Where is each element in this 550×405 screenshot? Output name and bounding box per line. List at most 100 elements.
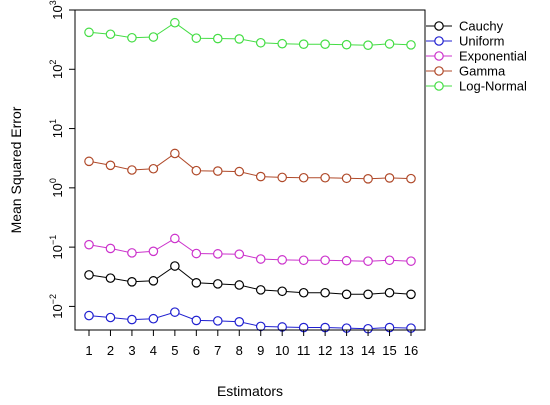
point-exponential (363, 256, 373, 266)
point-cauchy (320, 287, 330, 298)
point-gamma (406, 173, 416, 184)
point-uniform (191, 315, 202, 326)
point-log-normal (341, 39, 352, 50)
point-gamma (277, 172, 287, 183)
point-gamma (384, 173, 395, 183)
point-exponential (170, 233, 180, 244)
point-log-normal (298, 39, 309, 49)
point-cauchy (84, 270, 94, 280)
point-gamma (234, 166, 245, 177)
legend-item-exponential: Exponential (426, 49, 527, 64)
y-tick-label: 101 (48, 119, 65, 138)
point-uniform (127, 314, 137, 325)
x-tick-label: 5 (171, 343, 178, 358)
legend-item-gamma: Gamma (426, 64, 506, 79)
point-exponential (191, 248, 202, 259)
series-line-cauchy (88, 265, 412, 295)
point-exponential (320, 255, 330, 266)
point-log-normal (255, 37, 266, 48)
point-uniform (170, 307, 180, 317)
x-tick-label: 13 (339, 343, 353, 358)
series-exponential (84, 233, 416, 266)
series-cauchy (84, 261, 416, 300)
point-exponential (255, 254, 266, 264)
series-line-gamma (88, 152, 412, 180)
point-cauchy (170, 261, 180, 271)
legend-marker (434, 81, 444, 91)
point-cauchy (213, 279, 223, 289)
point-exponential (213, 249, 223, 259)
point-uniform (105, 312, 116, 323)
point-gamma (298, 172, 309, 183)
point-log-normal (320, 39, 330, 49)
plot-frame (74, 9, 426, 331)
point-exponential (384, 255, 395, 266)
x-tick-label: 15 (382, 343, 396, 358)
legend-item-uniform: Uniform (426, 34, 505, 49)
x-tick-label: 7 (214, 343, 221, 358)
legend-item-log-normal: Log-Normal (426, 79, 527, 94)
point-gamma (84, 156, 94, 167)
point-log-normal (363, 40, 373, 50)
point-cauchy (298, 287, 309, 298)
x-axis: 1 2 3 4 5 6 7 8 9 10 11 12 13 14 15 16 (85, 330, 418, 358)
x-tick-label: 11 (297, 343, 311, 358)
x-tick-label: 6 (193, 343, 200, 358)
point-cauchy (363, 289, 373, 300)
x-axis-title: Estimators (217, 383, 283, 399)
legend-label: Log-Normal (459, 79, 527, 94)
legend-marker (434, 66, 444, 76)
point-gamma (105, 160, 116, 171)
series-layer (84, 17, 416, 334)
legend-marker (434, 51, 444, 61)
point-exponential (105, 243, 116, 254)
x-tick-label: 2 (107, 343, 114, 358)
point-log-normal (234, 34, 245, 44)
point-exponential (127, 248, 137, 258)
legend-marker (434, 36, 444, 46)
point-cauchy (234, 280, 245, 290)
y-axis: 10−2 10−1 100 101 102 103 (48, 0, 75, 319)
y-tick-label: 100 (48, 178, 65, 197)
point-cauchy (384, 287, 395, 298)
legend-marker (434, 21, 444, 31)
point-gamma (148, 163, 159, 174)
legend-label: Exponential (459, 49, 527, 64)
point-uniform (148, 313, 159, 324)
y-tick-label: 10−1 (48, 235, 65, 260)
point-cauchy (148, 276, 159, 286)
series-log-normal (84, 17, 416, 50)
point-log-normal (127, 32, 137, 43)
point-uniform (213, 316, 223, 326)
point-exponential (406, 256, 416, 266)
point-gamma (191, 165, 202, 176)
x-tick-label: 8 (236, 343, 243, 358)
point-gamma (255, 171, 266, 182)
point-cauchy (191, 278, 202, 288)
point-uniform (84, 310, 94, 321)
point-log-normal (191, 33, 202, 43)
y-tick-label: 102 (48, 60, 65, 79)
point-cauchy (341, 289, 352, 300)
series-line-uniform (88, 311, 412, 330)
legend-label: Cauchy (459, 19, 504, 34)
legend-label: Gamma (459, 64, 506, 79)
series-line-exponential (88, 237, 412, 262)
point-log-normal (148, 32, 159, 42)
point-gamma (363, 174, 373, 184)
series-line-log-normal (88, 22, 412, 46)
point-exponential (298, 255, 309, 266)
point-cauchy (277, 286, 287, 297)
point-cauchy (406, 289, 416, 300)
point-gamma (341, 173, 352, 184)
point-log-normal (277, 38, 287, 49)
point-log-normal (384, 39, 395, 49)
point-log-normal (105, 29, 116, 40)
x-tick-label: 14 (361, 343, 375, 358)
y-tick-label: 103 (48, 0, 65, 19)
y-tick-label: 10−2 (48, 294, 65, 319)
point-gamma (213, 166, 223, 176)
x-tick-label: 16 (404, 343, 418, 358)
series-uniform (84, 307, 416, 334)
